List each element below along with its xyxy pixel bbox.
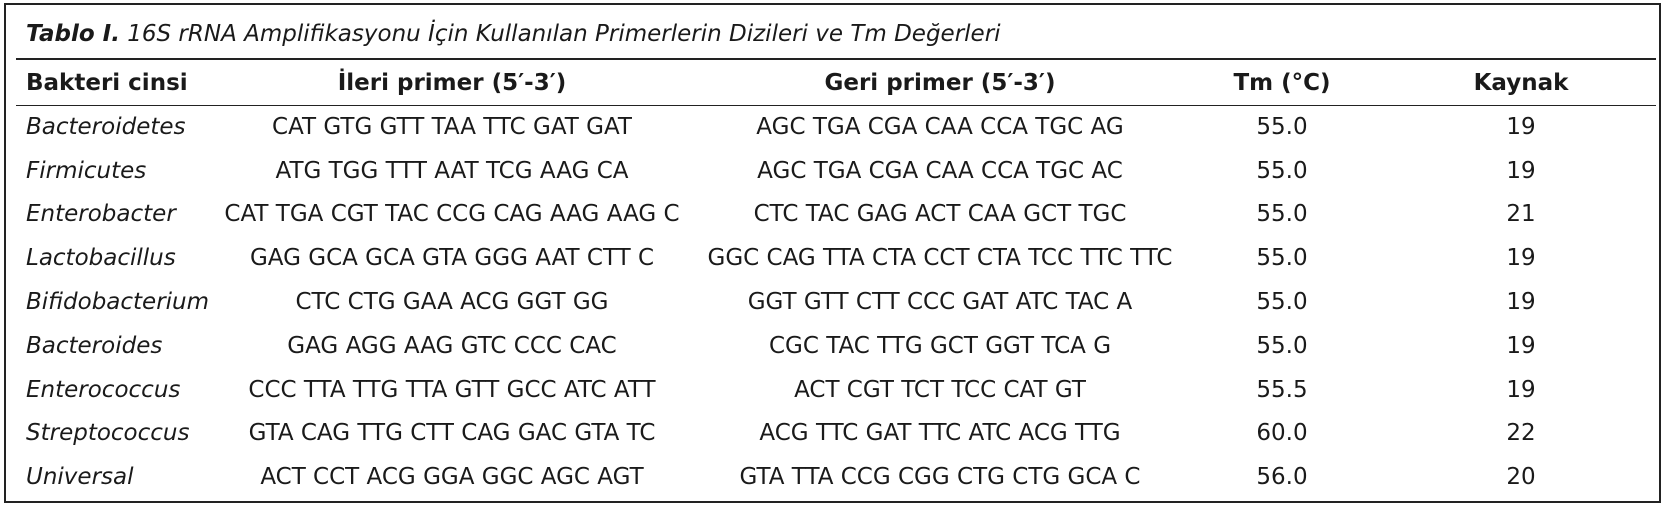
header-tm: Tm (°C) <box>1233 69 1331 96</box>
table-caption: Tablo I. 16S rRNA Amplifikasyonu İçin Ku… <box>26 14 1646 54</box>
cell-kaynak: 22 <box>1506 420 1536 447</box>
cell-tm: 55.0 <box>1256 113 1308 140</box>
cell-geri-primer: AGC TGA CGA CAA CCA TGC AC <box>757 157 1123 184</box>
header-ileri-primer: İleri primer (5′-3′) <box>337 69 567 96</box>
table-row: Bacteroides GAG AGG AAG GTC CCC CAC CGC … <box>16 324 1656 368</box>
cell-kaynak: 19 <box>1506 113 1536 140</box>
cell-ileri-primer: GTA CAG TTG CTT CAG GAC GTA TC <box>248 420 656 447</box>
cell-ileri-primer: CCC TTA TTG TTA GTT GCC ATC ATT <box>248 376 656 403</box>
table-row: Lactobacillus GAG GCA GCA GTA GGG AAT CT… <box>16 236 1656 280</box>
cell-kaynak: 21 <box>1506 201 1536 228</box>
cell-tm: 55.0 <box>1256 289 1308 316</box>
table-caption-label: Tablo I. <box>26 21 120 47</box>
cell-bakteri-cinsi: Lactobacillus <box>26 245 176 272</box>
cell-tm: 55.0 <box>1256 157 1308 184</box>
cell-ileri-primer: CTC CTG GAA ACG GGT GG <box>295 289 609 316</box>
cell-bakteri-cinsi: Streptococcus <box>26 420 190 447</box>
header-kaynak: Kaynak <box>1473 69 1569 96</box>
header-row: Bakteri cinsi İleri primer (5′-3′) Geri … <box>16 60 1656 105</box>
cell-bakteri-cinsi: Bacteroides <box>26 332 163 359</box>
cell-ileri-primer: GAG AGG AAG GTC CCC CAC <box>287 332 617 359</box>
cell-geri-primer: AGC TGA CGA CAA CCA TGC AG <box>756 113 1124 140</box>
cell-geri-primer: CTC TAC GAG ACT CAA GCT TGC <box>753 201 1127 228</box>
table-frame <box>4 3 1661 503</box>
cell-geri-primer: ACT CGT TCT TCC CAT GT <box>794 376 1086 403</box>
cell-bakteri-cinsi: Firmicutes <box>26 157 147 184</box>
cell-ileri-primer: ACT CCT ACG GGA GGC AGC AGT <box>260 464 644 491</box>
table-row: Firmicutes ATG TGG TTT AAT TCG AAG CA AG… <box>16 149 1656 193</box>
cell-tm: 56.0 <box>1256 464 1308 491</box>
cell-bakteri-cinsi: Enterobacter <box>26 201 176 228</box>
table-row: Enterococcus CCC TTA TTG TTA GTT GCC ATC… <box>16 368 1656 412</box>
cell-tm: 55.0 <box>1256 201 1308 228</box>
cell-bakteri-cinsi: Bifidobacterium <box>26 289 210 316</box>
table-row: Universal ACT CCT ACG GGA GGC AGC AGT GT… <box>16 455 1656 499</box>
cell-tm: 55.0 <box>1256 332 1308 359</box>
primer-table: Bakteri cinsi İleri primer (5′-3′) Geri … <box>16 60 1656 499</box>
caption-rule <box>16 58 1656 60</box>
cell-geri-primer: CGC TAC TTG GCT GGT TCA G <box>768 332 1112 359</box>
cell-geri-primer: GGC CAG TTA CTA CCT CTA TCC TTC TTC <box>707 245 1173 272</box>
cell-kaynak: 19 <box>1506 289 1536 316</box>
cell-kaynak: 19 <box>1506 245 1536 272</box>
cell-geri-primer: GGT GTT CTT CCC GAT ATC TAC A <box>747 289 1133 316</box>
header-rule <box>16 105 1656 106</box>
cell-kaynak: 20 <box>1506 464 1536 491</box>
cell-tm: 55.5 <box>1256 376 1308 403</box>
cell-bakteri-cinsi: Bacteroidetes <box>26 113 186 140</box>
cell-kaynak: 19 <box>1506 376 1536 403</box>
cell-kaynak: 19 <box>1506 332 1536 359</box>
header-bakteri-cinsi: Bakteri cinsi <box>26 69 188 96</box>
cell-ileri-primer: CAT TGA CGT TAC CCG CAG AAG AAG C <box>224 201 680 228</box>
cell-geri-primer: ACG TTC GAT TTC ATC ACG TTG <box>759 420 1121 447</box>
header-geri-primer: Geri primer (5′-3′) <box>824 69 1056 96</box>
table-row: Bifidobacterium CTC CTG GAA ACG GGT GG G… <box>16 280 1656 324</box>
table-row: Bacteroidetes CAT GTG GTT TAA TTC GAT GA… <box>16 105 1656 149</box>
cell-bakteri-cinsi: Universal <box>26 464 134 491</box>
table-row: Enterobacter CAT TGA CGT TAC CCG CAG AAG… <box>16 193 1656 237</box>
cell-geri-primer: GTA TTA CCG CGG CTG CTG GCA C <box>739 464 1141 491</box>
cell-ileri-primer: ATG TGG TTT AAT TCG AAG CA <box>275 157 629 184</box>
cell-tm: 60.0 <box>1256 420 1308 447</box>
cell-ileri-primer: CAT GTG GTT TAA TTC GAT GAT <box>272 113 632 140</box>
table-caption-text: 16S rRNA Amplifikasyonu İçin Kullanılan … <box>127 21 1001 47</box>
cell-ileri-primer: GAG GCA GCA GTA GGG AAT CTT C <box>249 245 655 272</box>
table-row: Streptococcus GTA CAG TTG CTT CAG GAC GT… <box>16 412 1656 456</box>
cell-kaynak: 19 <box>1506 157 1536 184</box>
cell-bakteri-cinsi: Enterococcus <box>26 376 181 403</box>
cell-tm: 55.0 <box>1256 245 1308 272</box>
